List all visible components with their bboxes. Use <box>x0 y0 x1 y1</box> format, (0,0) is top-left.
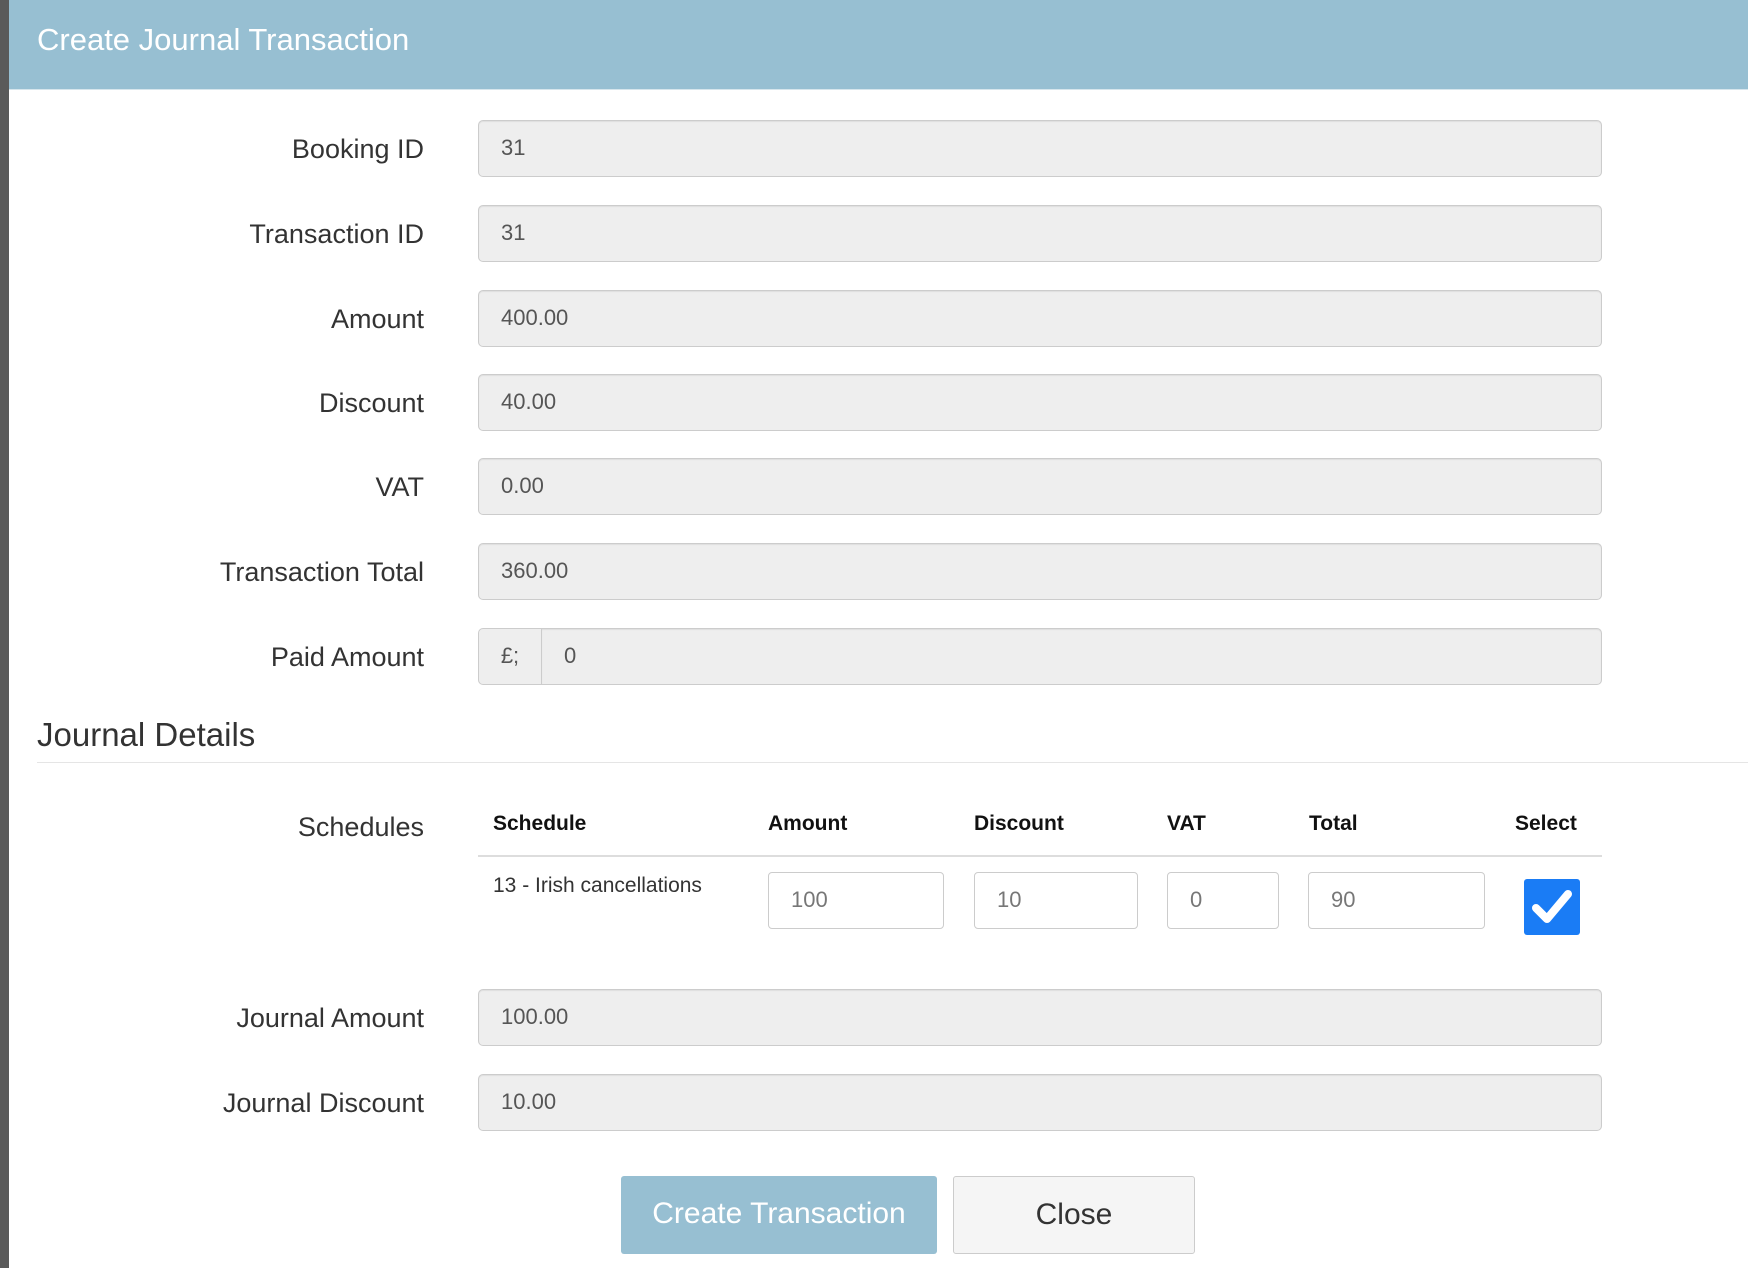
col-vat: VAT <box>1167 812 1206 835</box>
booking-id-field[interactable]: 31 <box>478 120 1602 177</box>
schedule-amount-input[interactable]: 100 <box>768 872 944 929</box>
journal-amount-label: Journal Amount <box>236 1003 424 1033</box>
vat-field[interactable]: 0.00 <box>478 458 1602 515</box>
transaction-total-label: Transaction Total <box>219 557 424 587</box>
transaction-id-label: Transaction ID <box>249 219 424 249</box>
journal-details-heading: Journal Details <box>37 716 256 753</box>
journal-discount-field[interactable]: 10.00 <box>478 1074 1602 1131</box>
journal-discount-label: Journal Discount <box>222 1088 424 1118</box>
col-schedule: Schedule <box>493 812 587 835</box>
vat-row: VAT 0.00 <box>9 458 1748 515</box>
create-transaction-button[interactable]: Create Transaction <box>621 1176 937 1254</box>
journal-amount-row: Journal Amount 100.00 <box>9 989 1748 1046</box>
col-select: Select <box>1515 812 1577 835</box>
transaction-total-row: Transaction Total 360.00 <box>9 543 1748 600</box>
amount-row: Amount 400.00 <box>9 290 1748 347</box>
col-amount: Amount <box>768 812 848 835</box>
paid-amount-input[interactable]: 0 <box>541 628 1602 685</box>
schedule-discount-input[interactable]: 10 <box>974 872 1138 929</box>
background-overlay <box>0 0 9 1268</box>
amount-field[interactable]: 400.00 <box>478 290 1602 347</box>
col-total: Total <box>1309 812 1358 835</box>
schedules-row: Schedules <box>9 812 1748 869</box>
discount-label: Discount <box>318 388 424 418</box>
amount-label: Amount <box>330 304 424 334</box>
schedule-total-input[interactable]: 90 <box>1308 872 1485 929</box>
table-header-line <box>478 855 1602 857</box>
currency-addon: £; <box>478 628 542 685</box>
discount-row: Discount 40.00 <box>9 374 1748 431</box>
schedule-vat-input[interactable]: 0 <box>1167 872 1279 929</box>
journal-discount-row: Journal Discount 10.00 <box>9 1074 1748 1131</box>
booking-id-label: Booking ID <box>291 134 424 164</box>
schedules-label: Schedules <box>297 812 424 842</box>
select-checkbox[interactable] <box>1524 879 1580 935</box>
booking-id-row: Booking ID 31 <box>9 120 1748 177</box>
checkmark-icon <box>1532 890 1572 923</box>
col-discount: Discount <box>974 812 1064 835</box>
modal-title: Create Journal Transaction <box>37 22 410 57</box>
divider <box>37 762 1748 763</box>
vat-label: VAT <box>375 472 424 502</box>
paid-amount-row: Paid Amount £; 0 <box>9 628 1748 685</box>
transaction-id-field[interactable]: 31 <box>478 205 1602 262</box>
journal-amount-field[interactable]: 100.00 <box>478 989 1602 1046</box>
paid-amount-label: Paid Amount <box>270 642 424 672</box>
transaction-total-field[interactable]: 360.00 <box>478 543 1602 600</box>
close-button[interactable]: Close <box>953 1176 1195 1254</box>
schedule-name: 13 - Irish cancellations <box>493 874 702 897</box>
discount-field[interactable]: 40.00 <box>478 374 1602 431</box>
modal-header: Create Journal Transaction <box>9 0 1748 90</box>
transaction-id-row: Transaction ID 31 <box>9 205 1748 262</box>
